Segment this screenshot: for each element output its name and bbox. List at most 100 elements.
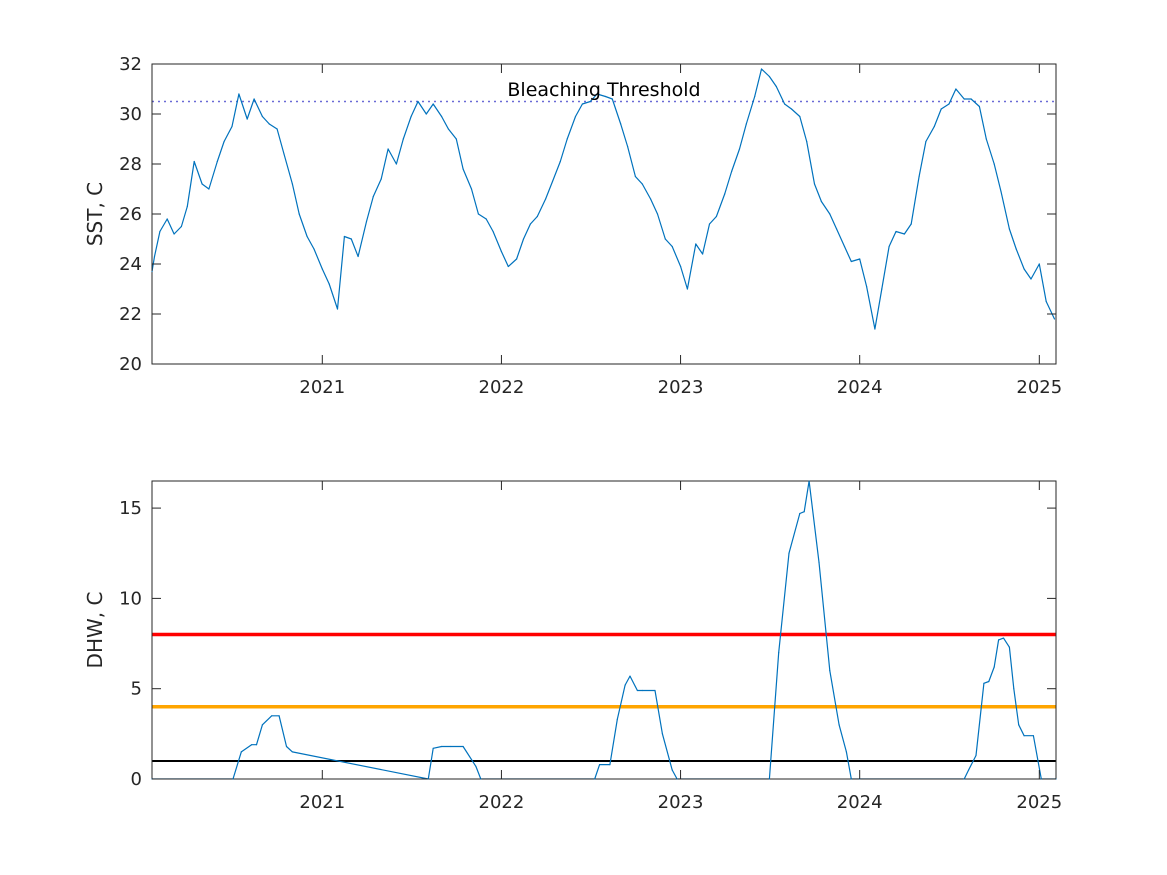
sst-data-point xyxy=(492,230,494,233)
sst-data-point xyxy=(650,198,652,200)
sst-data-point xyxy=(656,213,659,215)
sst-data-point xyxy=(581,103,584,105)
sst-data-point xyxy=(611,98,613,100)
sst-data-point xyxy=(963,98,965,100)
dhw-data-point xyxy=(285,745,288,748)
dhw-x-tick-label: 2021 xyxy=(299,792,345,813)
sst-data-point xyxy=(261,115,263,118)
dhw-plot-area xyxy=(152,481,1056,779)
sst-data-point xyxy=(731,170,733,173)
sst-data-point xyxy=(328,283,330,285)
sst-data-point xyxy=(970,98,972,100)
dhw-data-point xyxy=(291,751,293,753)
sst-data-point xyxy=(948,103,950,105)
sst-data-point xyxy=(1045,300,1047,303)
dhw-data-point xyxy=(1018,724,1020,726)
dhw-data-point xyxy=(993,666,995,668)
dhw-data-point xyxy=(475,765,477,768)
sst-data-point xyxy=(784,103,786,105)
sst-data-point xyxy=(529,223,532,225)
sst-data-point xyxy=(790,108,793,110)
sst-data-point xyxy=(365,220,368,223)
sst-data-point xyxy=(985,138,987,140)
sst-data-point xyxy=(455,138,457,140)
sst-data-point xyxy=(306,235,308,238)
dhw-data-point xyxy=(251,744,253,746)
sst-data-point xyxy=(395,163,397,165)
sst-data-point xyxy=(702,253,704,255)
sst-data-point xyxy=(500,250,502,253)
sst-data-point xyxy=(298,213,300,215)
sst-data-point xyxy=(574,115,577,118)
sst-data-point xyxy=(343,235,345,238)
sst-data-point xyxy=(402,138,404,140)
sst-data-point xyxy=(153,255,156,258)
dhw-data-point xyxy=(641,689,643,692)
dhw-data-point xyxy=(778,652,780,654)
sst-data-point xyxy=(410,115,412,118)
sst-data-point xyxy=(596,93,598,95)
sst-data-point xyxy=(485,218,487,220)
dhw-data-point xyxy=(271,715,273,717)
sst-y-tick-label: 32 xyxy=(119,54,142,75)
dhw-data-point xyxy=(616,718,618,721)
dhw-data-point xyxy=(1023,735,1025,737)
sst-data-point xyxy=(760,68,763,70)
sst-data-point xyxy=(516,258,518,260)
sst-data-point xyxy=(201,183,203,185)
sst-data-point xyxy=(933,125,935,128)
sst-data-point xyxy=(208,188,210,190)
sst-data-point xyxy=(910,223,912,225)
sst-data-point xyxy=(268,123,270,125)
sst-data-point xyxy=(536,215,538,218)
sst-data-point xyxy=(313,248,315,250)
dhw-data-point xyxy=(636,689,639,692)
sst-data-point xyxy=(223,140,225,143)
sst-data-point xyxy=(836,228,838,230)
dhw-data-point xyxy=(278,715,280,717)
dhw-data-point xyxy=(654,689,656,692)
dhw-data-point xyxy=(768,778,771,780)
dhw-data-point xyxy=(998,639,1000,641)
sst-data-point xyxy=(417,100,419,103)
sst-data-point xyxy=(551,180,554,183)
dhw-x-tick-label: 2023 xyxy=(658,792,704,813)
sst-data-point xyxy=(291,183,293,185)
sst-data-point xyxy=(806,140,808,143)
sst-data-point xyxy=(724,193,726,195)
sst-x-tick-label: 2025 xyxy=(1016,377,1062,398)
sst-data-point xyxy=(350,238,352,240)
sst-data-point xyxy=(522,238,525,240)
sst-data-point xyxy=(775,85,777,88)
sst-data-point xyxy=(372,195,374,198)
sst-data-point xyxy=(866,285,868,288)
sst-data-point xyxy=(604,95,607,98)
dhw-data-point xyxy=(1008,646,1011,648)
sst-y-tick-label: 26 xyxy=(119,204,142,225)
sst-data-point xyxy=(820,200,823,203)
sst-x-tick-label: 2024 xyxy=(837,377,883,398)
dhw-series-line xyxy=(152,481,1056,779)
sst-data-point xyxy=(1015,248,1017,250)
dhw-data-point xyxy=(609,764,611,766)
dhw-data-point xyxy=(850,778,852,780)
dhw-chart: 2021 2022 2023 2024 2025 0 5 10 15 DHW, C xyxy=(83,480,1062,813)
dhw-data-point xyxy=(671,769,673,771)
dhw-data-point xyxy=(808,480,810,482)
dhw-x-tick-label: 2022 xyxy=(479,792,525,813)
dhw-data-point xyxy=(988,680,990,683)
dhw-data-point xyxy=(661,733,664,735)
sst-data-point xyxy=(566,138,568,140)
sst-data-point xyxy=(246,118,248,120)
sst-data-point xyxy=(1053,318,1056,320)
sst-data-point xyxy=(159,230,161,233)
sst-data-point xyxy=(216,160,218,163)
sst-data-point xyxy=(186,205,188,208)
sst-data-point xyxy=(634,175,637,178)
sst-data-point xyxy=(238,93,240,95)
sst-data-point xyxy=(895,230,897,233)
sst-data-point xyxy=(925,140,927,143)
sst-data-point xyxy=(387,148,389,150)
sst-data-point xyxy=(193,160,195,163)
sst-x-tick-label: 2021 xyxy=(299,377,345,398)
